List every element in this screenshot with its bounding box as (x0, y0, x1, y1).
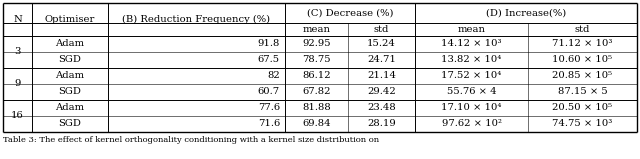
Text: SGD: SGD (59, 87, 81, 97)
Text: 71.6: 71.6 (258, 120, 280, 128)
Text: 97.62 × 10²: 97.62 × 10² (442, 120, 502, 128)
Text: SGD: SGD (59, 120, 81, 128)
Text: 87.15 × 5: 87.15 × 5 (557, 87, 607, 97)
Text: 13.82 × 10⁴: 13.82 × 10⁴ (442, 55, 502, 65)
Text: 82: 82 (268, 72, 280, 80)
Text: 78.75: 78.75 (302, 55, 331, 65)
Text: Table 3: The effect of kernel orthogonality conditioning with a kernel size dist: Table 3: The effect of kernel orthogonal… (3, 136, 379, 144)
Text: 77.6: 77.6 (258, 104, 280, 113)
Text: Adam: Adam (56, 72, 84, 80)
Text: (D) Increase(%): (D) Increase(%) (486, 8, 566, 17)
Text: Adam: Adam (56, 104, 84, 113)
Text: SGD: SGD (59, 55, 81, 65)
Text: 91.8: 91.8 (258, 39, 280, 48)
Text: 17.10 × 10⁴: 17.10 × 10⁴ (442, 104, 502, 113)
Text: 28.19: 28.19 (367, 120, 396, 128)
Text: 20.50 × 10⁵: 20.50 × 10⁵ (552, 104, 612, 113)
Text: Adam: Adam (56, 39, 84, 48)
Text: 67.5: 67.5 (258, 55, 280, 65)
Text: 81.88: 81.88 (302, 104, 331, 113)
Text: 24.71: 24.71 (367, 55, 396, 65)
Text: 15.24: 15.24 (367, 39, 396, 48)
Text: 23.48: 23.48 (367, 104, 396, 113)
Text: 71.12 × 10³: 71.12 × 10³ (552, 39, 612, 48)
Text: 16: 16 (11, 111, 24, 121)
Text: 3: 3 (14, 48, 20, 56)
Text: 21.14: 21.14 (367, 72, 396, 80)
Text: 17.52 × 10⁴: 17.52 × 10⁴ (442, 72, 502, 80)
Text: 74.75 × 10³: 74.75 × 10³ (552, 120, 612, 128)
Text: mean: mean (303, 25, 330, 34)
Text: 69.84: 69.84 (302, 120, 331, 128)
Text: 60.7: 60.7 (258, 87, 280, 97)
Text: mean: mean (458, 25, 486, 34)
Text: std: std (575, 25, 590, 34)
Text: 67.82: 67.82 (302, 87, 331, 97)
Text: (C) Decrease (%): (C) Decrease (%) (307, 8, 393, 17)
Text: N: N (13, 15, 22, 24)
Text: 20.85 × 10⁵: 20.85 × 10⁵ (552, 72, 612, 80)
Text: 92.95: 92.95 (302, 39, 331, 48)
Text: (B) Reduction Frequency (%): (B) Reduction Frequency (%) (122, 15, 271, 24)
Text: 10.60 × 10⁵: 10.60 × 10⁵ (552, 55, 612, 65)
Text: 55.76 × 4: 55.76 × 4 (447, 87, 496, 97)
Text: 9: 9 (14, 80, 20, 89)
Text: 14.12 × 10³: 14.12 × 10³ (441, 39, 502, 48)
Text: 86.12: 86.12 (302, 72, 331, 80)
Text: 29.42: 29.42 (367, 87, 396, 97)
Text: Optimiser: Optimiser (45, 15, 95, 24)
Text: std: std (374, 25, 389, 34)
